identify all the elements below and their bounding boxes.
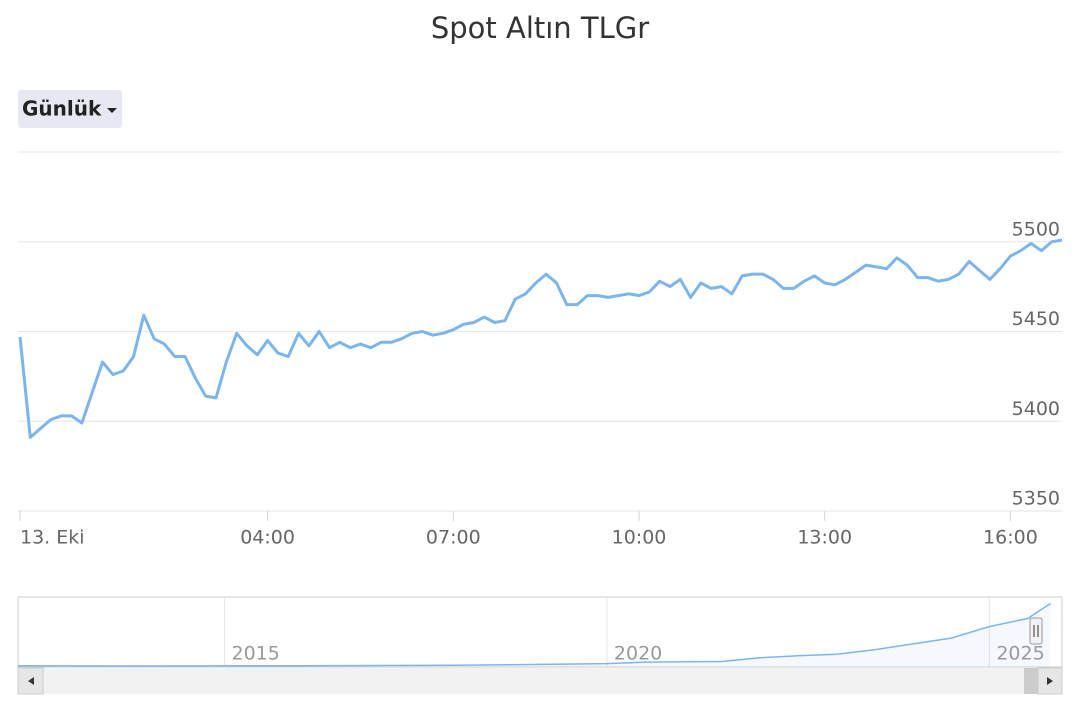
- x-tick-label: 10:00: [612, 527, 667, 549]
- y-tick-label: 5500: [1012, 218, 1060, 240]
- x-tick-label: 13. Eki: [20, 527, 85, 549]
- x-tick-label: 13:00: [797, 527, 852, 549]
- range-button-label[interactable]: Günlük: [22, 97, 102, 121]
- scroll-left-arrow: [28, 677, 34, 685]
- y-tick-label: 5450: [1012, 308, 1060, 330]
- y-tick-label: 5350: [1012, 488, 1060, 510]
- navigator-tick-label: 2025: [996, 643, 1044, 665]
- x-tick-label: 07:00: [426, 527, 481, 549]
- scroll-right-arrow: [1047, 677, 1053, 685]
- scroll-thumb[interactable]: [1024, 668, 1038, 694]
- scroll-left[interactable]: [17, 667, 44, 695]
- y-tick-label: 5400: [1012, 398, 1060, 420]
- navigator-area: [18, 603, 1051, 667]
- dropdown-arrow[interactable]: [107, 108, 117, 113]
- navigator-line: [17, 602, 1051, 667]
- navigator-handle[interactable]: [1029, 617, 1043, 645]
- range-button[interactable]: [18, 90, 122, 128]
- line: [18, 238, 1063, 439]
- x-tick-label: 16:00: [983, 527, 1038, 549]
- x-tick-label: 04:00: [240, 527, 295, 549]
- navigator-tick-label: 2020: [614, 643, 662, 665]
- navigator: [17, 596, 1063, 668]
- chart-title: Spot Altın TLGr: [431, 11, 649, 45]
- navigator-tick-label: 2015: [232, 643, 280, 665]
- scrollbar: [18, 668, 1062, 694]
